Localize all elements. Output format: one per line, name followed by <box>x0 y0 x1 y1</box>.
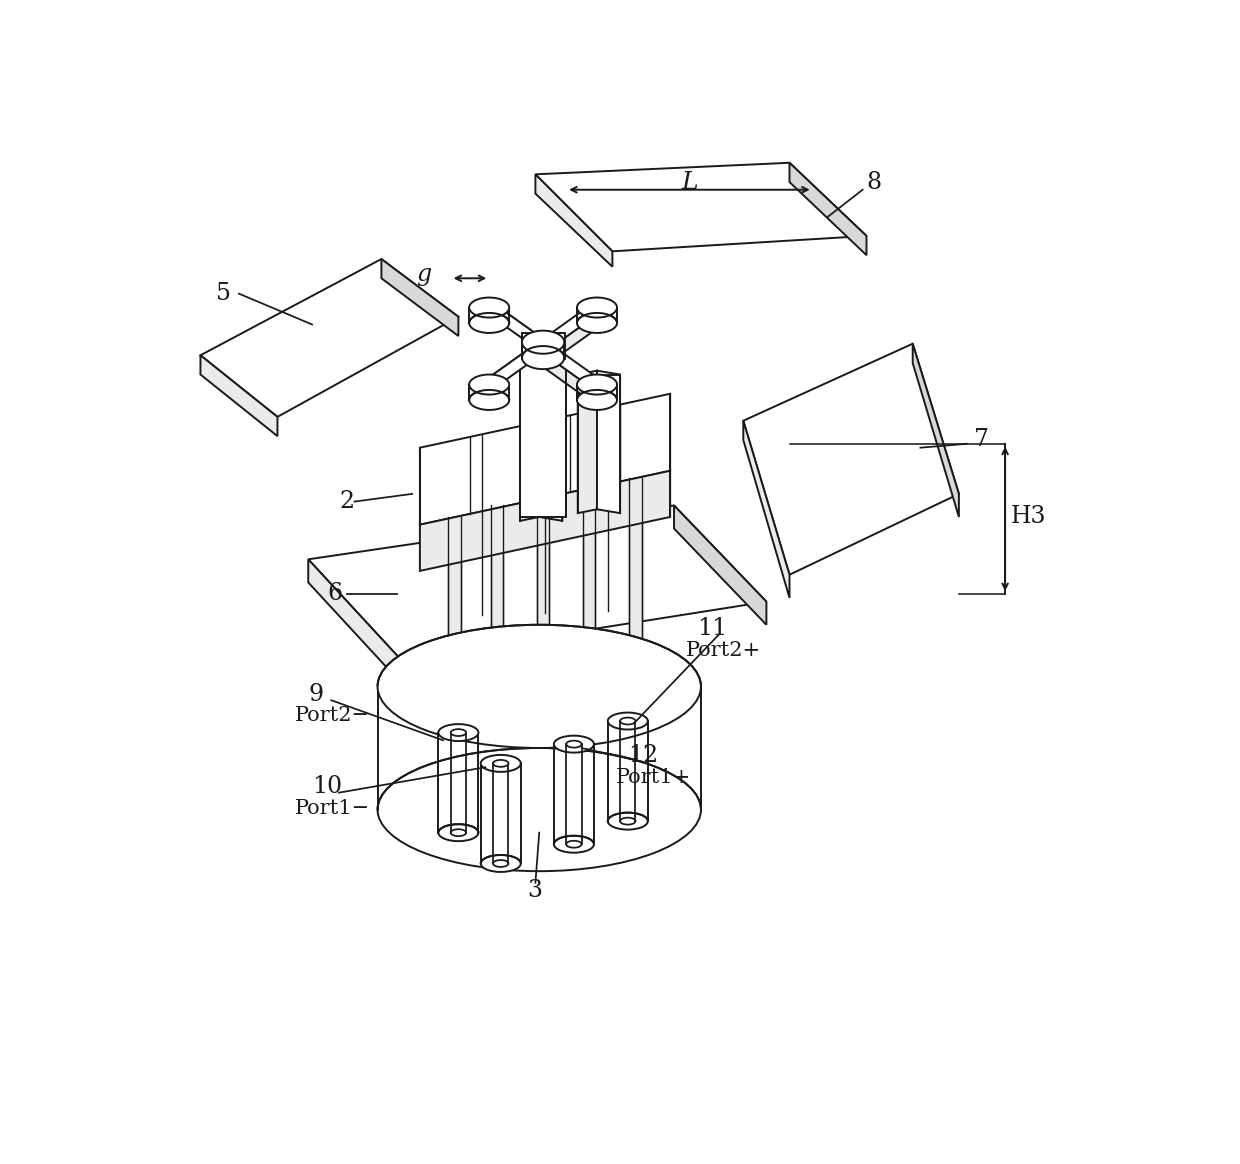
Text: 6: 6 <box>327 582 342 605</box>
Text: 2: 2 <box>339 490 355 513</box>
Polygon shape <box>743 343 959 575</box>
Polygon shape <box>309 505 766 660</box>
Ellipse shape <box>494 860 508 867</box>
Polygon shape <box>486 303 547 350</box>
Ellipse shape <box>377 625 701 748</box>
Text: 5: 5 <box>216 282 231 305</box>
Polygon shape <box>539 341 600 389</box>
Polygon shape <box>539 378 563 520</box>
Ellipse shape <box>554 736 594 753</box>
Ellipse shape <box>481 755 521 772</box>
Text: 11: 11 <box>697 617 728 640</box>
Text: 8: 8 <box>867 171 882 193</box>
Polygon shape <box>492 303 547 355</box>
Polygon shape <box>536 163 867 251</box>
Text: 7: 7 <box>975 428 990 452</box>
Text: 9: 9 <box>309 682 324 705</box>
Text: 3: 3 <box>528 879 543 902</box>
Ellipse shape <box>522 331 564 354</box>
Ellipse shape <box>620 817 635 824</box>
Polygon shape <box>420 470 670 570</box>
Polygon shape <box>520 360 567 517</box>
Polygon shape <box>790 163 867 255</box>
Polygon shape <box>537 494 549 690</box>
Ellipse shape <box>469 313 510 333</box>
Polygon shape <box>583 487 595 682</box>
Polygon shape <box>420 393 670 525</box>
Text: g: g <box>417 263 432 286</box>
Ellipse shape <box>377 748 701 871</box>
Ellipse shape <box>577 375 618 395</box>
Ellipse shape <box>577 390 618 410</box>
Polygon shape <box>578 370 596 513</box>
Ellipse shape <box>450 829 466 836</box>
Ellipse shape <box>567 840 582 847</box>
Ellipse shape <box>608 712 647 730</box>
Text: L: L <box>681 171 698 193</box>
Polygon shape <box>547 312 600 364</box>
Polygon shape <box>382 260 459 336</box>
Polygon shape <box>743 420 790 598</box>
Polygon shape <box>539 303 600 350</box>
Ellipse shape <box>439 724 479 741</box>
Polygon shape <box>913 343 959 517</box>
Text: 12: 12 <box>627 744 658 767</box>
Polygon shape <box>675 505 766 625</box>
Polygon shape <box>449 517 461 694</box>
Ellipse shape <box>439 824 479 842</box>
Ellipse shape <box>481 856 521 872</box>
Ellipse shape <box>494 760 508 767</box>
Polygon shape <box>201 260 459 417</box>
Polygon shape <box>486 341 539 393</box>
Polygon shape <box>630 478 641 675</box>
Ellipse shape <box>469 375 510 395</box>
Ellipse shape <box>620 717 635 724</box>
Polygon shape <box>201 355 278 436</box>
Polygon shape <box>486 341 547 389</box>
Text: H3: H3 <box>1011 505 1047 528</box>
Ellipse shape <box>567 740 582 747</box>
Polygon shape <box>522 333 564 359</box>
Ellipse shape <box>469 298 510 318</box>
Polygon shape <box>596 370 620 513</box>
Ellipse shape <box>450 729 466 736</box>
Text: Port2−: Port2− <box>295 707 371 725</box>
Text: Port1+: Port1+ <box>616 768 692 787</box>
Text: 10: 10 <box>312 775 342 799</box>
Text: Port2+: Port2+ <box>686 640 760 660</box>
Polygon shape <box>309 560 401 682</box>
Ellipse shape <box>554 836 594 853</box>
Polygon shape <box>536 175 613 267</box>
Ellipse shape <box>522 346 564 369</box>
Polygon shape <box>491 505 503 702</box>
Text: Port1−: Port1− <box>295 799 371 817</box>
Ellipse shape <box>577 298 618 318</box>
Polygon shape <box>539 350 594 403</box>
Ellipse shape <box>608 812 647 830</box>
Polygon shape <box>520 378 539 520</box>
Ellipse shape <box>577 313 618 333</box>
Ellipse shape <box>469 390 510 410</box>
